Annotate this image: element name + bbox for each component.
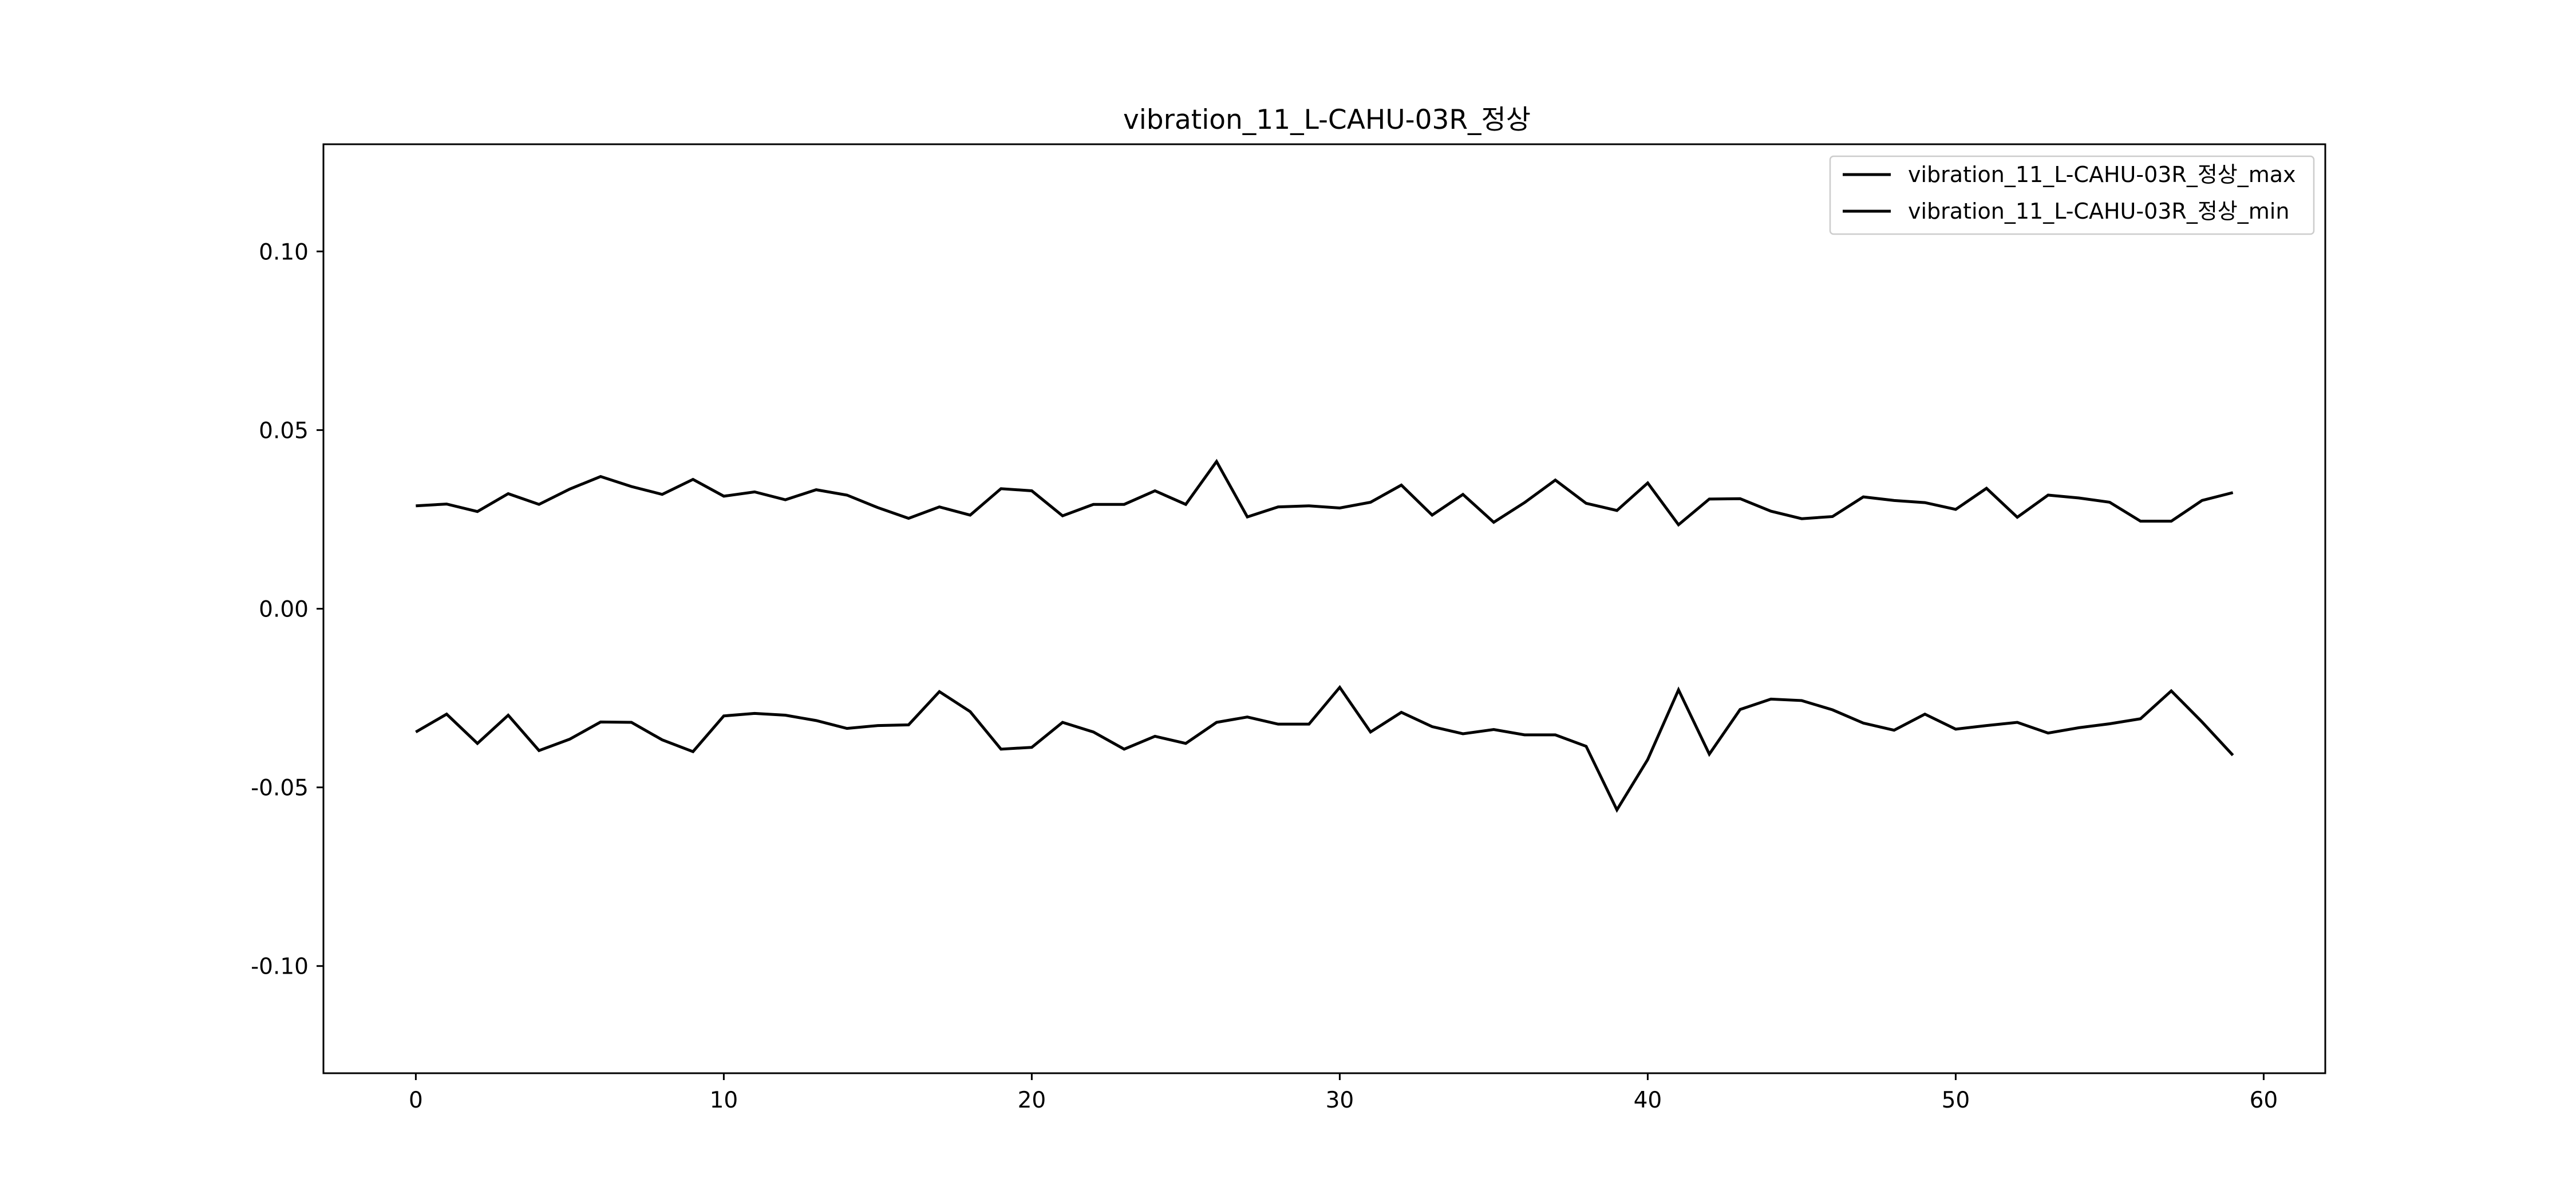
x-tick-label: 50 xyxy=(1942,1088,1970,1113)
y-tick-label: 0.05 xyxy=(259,418,309,444)
legend-box xyxy=(1829,155,2315,235)
x-tick-label: 20 xyxy=(1018,1088,1046,1113)
y-tick-label: -0.10 xyxy=(251,954,309,980)
legend-entry: vibration_11_L-CAHU-03R_정상_max xyxy=(1843,162,2296,187)
chart-title: vibration_11_L-CAHU-03R_정상 xyxy=(1123,104,1531,136)
y-tick-label: -0.05 xyxy=(251,776,309,801)
series-layer xyxy=(415,458,2234,813)
x-tick-label: 60 xyxy=(2250,1088,2278,1113)
x-tick-label: 30 xyxy=(1326,1088,1354,1113)
x-tick-label: 40 xyxy=(1634,1088,1662,1113)
legend: vibration_11_L-CAHU-03R_정상_max vibration… xyxy=(1829,155,2315,235)
x-tick-label: 0 xyxy=(409,1088,423,1113)
series-line-0 xyxy=(416,458,2234,527)
series-line-1 xyxy=(415,685,2234,813)
y-tick-label: 0.00 xyxy=(259,597,309,623)
series-group xyxy=(416,458,2234,527)
x-axis: 0 10 20 30 40 50 60 xyxy=(409,1073,2278,1113)
legend-entry: vibration_11_L-CAHU-03R_정상_min xyxy=(1843,199,2289,224)
y-tick-label: 0.10 xyxy=(259,239,309,265)
legend-label: vibration_11_L-CAHU-03R_정상_max xyxy=(1908,162,2296,187)
series-group xyxy=(415,685,2234,813)
x-tick-label: 10 xyxy=(710,1088,738,1113)
legend-label: vibration_11_L-CAHU-03R_정상_min xyxy=(1908,199,2289,224)
y-axis: 0.10 0.05 0.00 -0.05 -0.10 xyxy=(251,239,323,980)
